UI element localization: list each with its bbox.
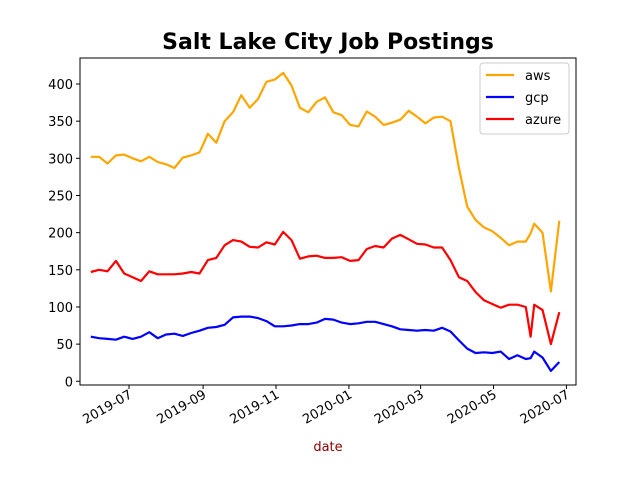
x-tick-label: 2020-03 (372, 387, 427, 427)
y-tick-label: 200 (48, 227, 73, 242)
y-tick-label: 400 (48, 78, 73, 93)
y-tick-label: 100 (48, 301, 73, 316)
y-tick-label: 50 (56, 338, 73, 353)
x-axis: 2019-07 2019-09 2019-11 2020-01 2020-03 2020-… (80, 385, 572, 428)
x-tick-label: 2020-05 (445, 387, 500, 427)
legend-label-aws: aws (525, 69, 551, 84)
y-tick-label: 250 (48, 189, 73, 204)
legend: aws gcp azure (479, 62, 570, 135)
x-tick-label: 2020-01 (300, 387, 355, 427)
chart-title: Salt Lake City Job Postings (162, 30, 494, 55)
series-line-gcp (90, 315, 561, 372)
x-axis-label: date (313, 440, 342, 455)
legend-label-gcp: gcp (525, 91, 549, 106)
y-tick-label: 300 (48, 152, 73, 167)
series-line-aws (90, 71, 561, 293)
y-tick-label: 150 (48, 264, 73, 279)
plot-frame (79, 57, 577, 386)
x-tick-label: 2019-07 (80, 387, 135, 427)
x-tick-label: 2020-07 (518, 387, 573, 427)
y-tick-label: 0 (65, 375, 73, 390)
legend-label-azure: azure (525, 113, 561, 128)
x-tick-label: 2019-09 (155, 387, 210, 427)
x-tick-label: 2019-11 (227, 387, 282, 427)
y-tick-label: 350 (48, 115, 73, 130)
series-line-azure (90, 230, 561, 346)
legend-box (479, 62, 570, 135)
y-axis: 0 50 100 150 200 250 300 350 400 (48, 78, 80, 390)
plot-area (90, 71, 561, 372)
